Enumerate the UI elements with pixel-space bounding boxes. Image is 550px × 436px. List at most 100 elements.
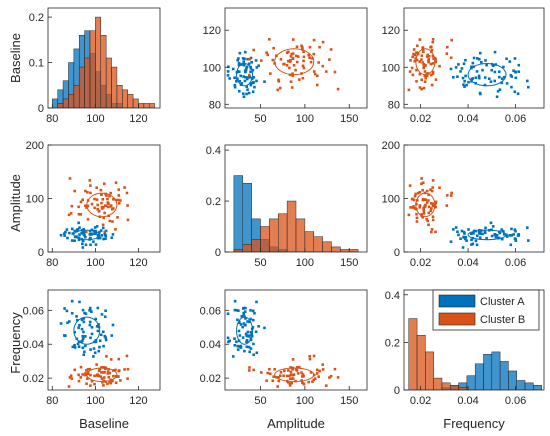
- x-tick-label: 50: [254, 257, 266, 269]
- scatter-point-cluster-b: [312, 38, 316, 42]
- scatter-point-cluster-a: [238, 79, 242, 83]
- scatter-point-cluster-a: [249, 83, 253, 87]
- scatter-point-cluster-b: [279, 371, 283, 374]
- scatter-point-cluster-b: [291, 368, 294, 371]
- scatter-point-cluster-b: [409, 59, 412, 62]
- scatter-point-cluster-b: [81, 198, 84, 202]
- scatter-point-cluster-b: [90, 202, 94, 206]
- hist-bar-cluster-b-amplitude: [278, 213, 288, 252]
- scatter-point-cluster-a: [483, 231, 487, 235]
- scatter-point-cluster-a: [243, 349, 246, 353]
- scatter-point-cluster-b: [308, 45, 312, 49]
- scatter-point-cluster-b: [421, 188, 424, 192]
- scatter-point-cluster-b: [90, 379, 94, 383]
- scatter-point-cluster-a: [489, 221, 493, 225]
- hist-bar-cluster-b-amplitude: [322, 241, 332, 252]
- y-tick-label: 0.02: [23, 373, 44, 385]
- y-tick-label: 100: [203, 62, 221, 74]
- scatter-point-cluster-a: [233, 308, 237, 312]
- scatter-point-cluster-a: [233, 344, 237, 347]
- scatter-point-cluster-a: [238, 334, 242, 337]
- scatter-point-cluster-a: [233, 85, 237, 89]
- scatter-point-cluster-a: [248, 320, 251, 324]
- scatter-point-cluster-a: [502, 65, 505, 69]
- scatter-point-cluster-b: [420, 78, 423, 82]
- scatter-point-cluster-a: [241, 57, 245, 60]
- scatter-point-cluster-a: [84, 235, 87, 239]
- hist-bar-cluster-b-baseline: [68, 94, 75, 108]
- scatter-point-cluster-a: [470, 231, 474, 235]
- scatter-point-cluster-a: [246, 76, 250, 79]
- y-tick-label: 0: [394, 385, 400, 397]
- scatter-point-cluster-a: [93, 232, 96, 236]
- scatter-point-cluster-a: [514, 76, 518, 80]
- scatter-point-cluster-a: [94, 232, 98, 235]
- scatter-point-cluster-b: [434, 201, 437, 205]
- scatter-point-cluster-a: [73, 346, 77, 349]
- scatter-point-cluster-a: [452, 75, 455, 79]
- x-tick-label: 50: [254, 113, 266, 125]
- x-tick-label: 100: [86, 395, 104, 407]
- scatter-point-cluster-a: [104, 309, 107, 313]
- scatter-point-cluster-a: [502, 233, 506, 236]
- hist-bar-cluster-a-frequency: [524, 382, 534, 390]
- scatter-point-cluster-a: [68, 231, 71, 235]
- y-tick-label: 100: [382, 62, 400, 74]
- scatter-point-cluster-b: [421, 61, 424, 64]
- scatter-point-cluster-a: [81, 242, 84, 246]
- scatter-point-cluster-a: [243, 323, 247, 327]
- scatter-point-cluster-a: [238, 51, 242, 55]
- scatter-point-cluster-b: [109, 191, 112, 195]
- scatter-point-cluster-a: [82, 228, 86, 231]
- hist-bar-cluster-a-frequency: [499, 361, 509, 390]
- scatter-point-cluster-b: [431, 202, 435, 206]
- scatter-point-cluster-a: [452, 228, 455, 231]
- scatter-point-cluster-b: [101, 197, 105, 201]
- scatter-point-cluster-b: [301, 373, 305, 377]
- scatter-point-cluster-a: [491, 64, 495, 68]
- scatter-point-cluster-b: [289, 59, 292, 62]
- scatter-point-cluster-b: [102, 216, 106, 220]
- scatter-point-cluster-b: [288, 66, 291, 70]
- scatter-point-cluster-a: [249, 309, 252, 312]
- scatter-point-cluster-a: [252, 353, 255, 357]
- scatter-point-cluster-a: [235, 340, 238, 344]
- panel-amplitude-vs-baseline: 80 100 120 0 100 200: [26, 140, 161, 269]
- scatter-point-cluster-b: [111, 220, 114, 223]
- scatter-point-cluster-a: [251, 309, 255, 313]
- y-tick-label: 100: [382, 194, 400, 206]
- scatter-point-cluster-a: [98, 230, 101, 234]
- scatter-point-cluster-b: [302, 66, 306, 70]
- scatter-point-cluster-a: [459, 70, 462, 73]
- hist-bar-cluster-a-frequency: [516, 380, 526, 390]
- scatter-point-cluster-a: [90, 326, 94, 329]
- scatter-point-cluster-a: [471, 61, 475, 65]
- scatter-point-cluster-b: [282, 374, 285, 378]
- scatter-point-cluster-a: [70, 227, 74, 231]
- x-tick-label: 0.02: [410, 257, 431, 269]
- scatter-point-cluster-b: [422, 210, 426, 213]
- scatter-point-cluster-a: [498, 75, 501, 79]
- scatter-point-cluster-a: [73, 239, 76, 243]
- scatter-point-cluster-b: [95, 198, 99, 201]
- hist-bar-cluster-a-frequency: [483, 354, 493, 390]
- scatter-point-cluster-a: [478, 51, 482, 55]
- scatter-point-cluster-a: [471, 242, 475, 246]
- scatter-point-cluster-a: [510, 85, 513, 89]
- scatter-point-cluster-b: [434, 205, 437, 209]
- scatter-point-cluster-b: [412, 52, 415, 56]
- scatter-point-cluster-b: [426, 53, 430, 57]
- y-axis-label-frequency: Frequency: [8, 312, 23, 374]
- scatter-point-cluster-b: [86, 377, 89, 380]
- scatter-point-cluster-a: [77, 345, 81, 348]
- scatter-point-cluster-a: [484, 59, 487, 62]
- x-tick-label: 120: [129, 113, 147, 125]
- scatter-point-cluster-a: [241, 92, 245, 96]
- scatter-point-cluster-b: [429, 45, 433, 49]
- scatter-point-cluster-b: [294, 368, 298, 371]
- scatter-point-cluster-b: [328, 58, 331, 61]
- scatter-point-cluster-a: [477, 230, 481, 234]
- scatter-point-cluster-b: [271, 379, 275, 383]
- scatter-point-cluster-a: [480, 60, 483, 64]
- scatter-point-cluster-a: [481, 232, 484, 236]
